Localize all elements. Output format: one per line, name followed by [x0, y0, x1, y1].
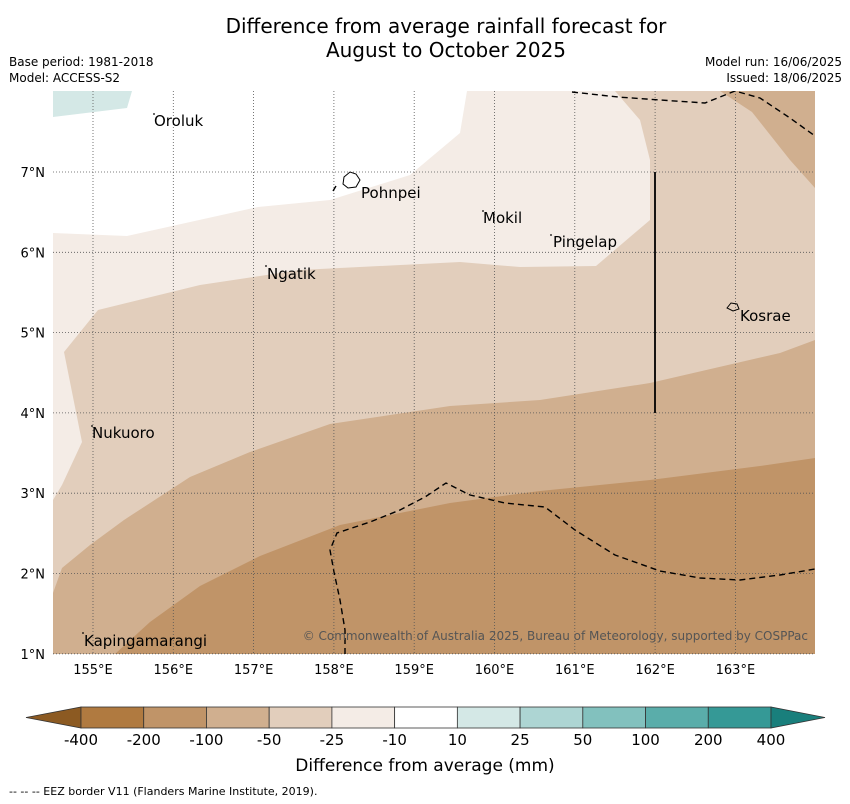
- place-label-mokil: Mokil: [483, 209, 522, 227]
- place-label-pingelap: Pingelap: [553, 233, 617, 251]
- colorbar-segment: [519, 706, 584, 729]
- latitude-tick-label: 6°N: [21, 246, 46, 261]
- contour-10-25: [53, 91, 132, 117]
- place-label-ngatik: Ngatik: [267, 265, 316, 283]
- colorbar-extend-high: [770, 706, 826, 729]
- colorbar-segment: [268, 706, 333, 729]
- model-run: Model run: 16/06/2025: [704, 55, 842, 69]
- place-label-nukuoro: Nukuoro: [92, 424, 155, 442]
- colorbar-title: Difference from average (mm): [295, 756, 555, 776]
- latitude-tick-label: 2°N: [21, 568, 46, 583]
- longitude-tick-label: 161°E: [555, 663, 595, 678]
- graticule: [53, 91, 815, 655]
- atoll-marks: [82, 113, 552, 634]
- copyright-text: © Commonwealth of Australia 2025, Bureau…: [303, 629, 808, 643]
- colorbar-segment: [645, 706, 709, 729]
- eez-borders: [329, 91, 815, 654]
- colorbar-tick-label: -400: [64, 731, 98, 749]
- longitude-labels: 155°E 156°E 157°E 158°E 159°E 160°E 161°E 162°E…: [73, 663, 755, 678]
- colorbar-segment: [456, 706, 521, 729]
- colorbar-tick-label: -10: [382, 731, 407, 749]
- issued-date: Issued: 18/06/2025: [726, 71, 842, 85]
- latitude-tick-label: 5°N: [21, 327, 46, 342]
- base-period: Base period: 1981-2018: [9, 55, 154, 69]
- place-label-kosrae: Kosrae: [740, 307, 791, 325]
- colorbar-tick-label: -25: [320, 731, 345, 749]
- colorbar-tick-label: 50: [573, 731, 592, 749]
- place-label-kapingamarangi: Kapingamarangi: [84, 632, 207, 650]
- longitude-tick-label: 163°E: [716, 663, 756, 678]
- colorbar-segment: [707, 706, 772, 729]
- eez-border-pohnpei: [332, 185, 337, 192]
- latitude-labels: 7°N 6°N 5°N 4°N 3°N 2°N 1°N: [21, 166, 46, 663]
- longitude-tick-label: 159°E: [394, 663, 434, 678]
- place-label-oroluk: Oroluk: [154, 112, 203, 130]
- colorbar-tick-label: -50: [257, 731, 282, 749]
- colorbar-tick-label: 200: [694, 731, 723, 749]
- eez-border-north: [571, 91, 815, 137]
- latitude-tick-label: 4°N: [21, 407, 46, 422]
- model-name: Model: ACCESS-S2: [9, 71, 121, 85]
- chart-title: Difference from average rainfall forecas…: [0, 14, 850, 62]
- latitude-tick-label: 7°N: [21, 166, 46, 181]
- colorbar-segment: [80, 706, 145, 729]
- place-label-pohnpei: Pohnpei: [361, 184, 421, 202]
- longitude-tick-label: 156°E: [154, 663, 194, 678]
- colorbar: [25, 706, 826, 729]
- longitude-tick-label: 157°E: [234, 663, 274, 678]
- colorbar-extend-low: [25, 706, 82, 729]
- colorbar-tick-label: 25: [511, 731, 530, 749]
- title-line-2: August to October 2025: [325, 38, 567, 62]
- colorbar-tick-label: -100: [189, 731, 223, 749]
- colorbar-segment: [394, 706, 458, 729]
- pohnpei-island: [342, 171, 361, 189]
- colorbar-segment: [582, 706, 646, 729]
- longitude-tick-label: 160°E: [475, 663, 515, 678]
- colorbar-tick-label: 10: [448, 731, 467, 749]
- colorbar-segment: [331, 706, 396, 729]
- colorbar-segment: [206, 706, 270, 729]
- kosrae-island: [726, 302, 740, 312]
- colorbar-tick-labels: -400 -200 -100 -50 -25 -10 10 25 50 100 200 400: [64, 731, 785, 749]
- longitude-tick-label: 158°E: [314, 663, 354, 678]
- colorbar-tick-label: 100: [631, 731, 660, 749]
- colorbar-segment: [143, 706, 207, 729]
- footer-note: -- -- -- EEZ border V11 (Flanders Marine…: [9, 785, 318, 798]
- meta-right: Model run: 16/06/2025 Issued: 18/06/2025: [705, 54, 842, 86]
- colorbar-tick-label: 400: [757, 731, 786, 749]
- eez-border-south: [329, 482, 815, 654]
- longitude-tick-label: 155°E: [73, 663, 113, 678]
- meta-left: Base period: 1981-2018 Model: ACCESS-S2: [9, 54, 154, 86]
- map-panel: [53, 91, 815, 654]
- latitude-tick-label: 1°N: [21, 648, 46, 663]
- title-line-1: Difference from average rainfall forecas…: [225, 14, 667, 38]
- longitude-tick-label: 162°E: [635, 663, 675, 678]
- contour-neg200-neg100: [115, 458, 815, 654]
- contour-neg100-neg50-ne: [720, 91, 815, 188]
- place-labels: Oroluk Pohnpei Mokil Pingelap Ngatik Kos…: [84, 112, 791, 650]
- latitude-tick-label: 3°N: [21, 487, 46, 502]
- colorbar-tick-label: -200: [127, 731, 161, 749]
